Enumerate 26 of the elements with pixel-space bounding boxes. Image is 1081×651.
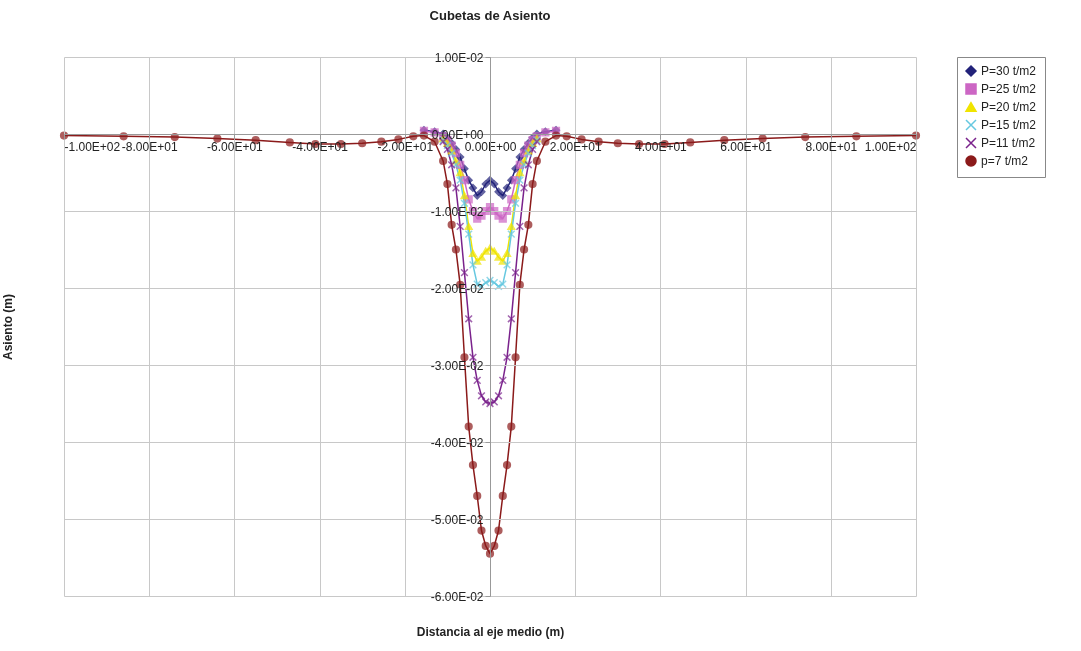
- x-tick-label: 6.00E+01: [720, 139, 773, 154]
- x-tick-label: 0.00E+00: [464, 139, 517, 154]
- y-tick-label: -6.00E-02: [430, 589, 484, 604]
- x-tick-label: 1.00E+02: [864, 139, 917, 154]
- legend-label: p=7 t/m2: [981, 154, 1029, 168]
- legend-label: P=20 t/m2: [981, 100, 1037, 114]
- y-tick-label: 0.00E+00: [431, 127, 484, 142]
- x-tick-label: 8.00E+01: [805, 139, 858, 154]
- y-tick-label: -4.00E-02: [430, 435, 484, 450]
- y-tick-label: 1.00E-02: [434, 50, 484, 65]
- legend-label: P=11 t/m2: [981, 136, 1036, 150]
- legend-label: P=30 t/m2: [981, 64, 1037, 78]
- legend-label: P=15 t/m2: [981, 118, 1037, 132]
- y-tick-label: -5.00E-02: [430, 512, 484, 527]
- y-tick-label: -2.00E-02: [430, 281, 484, 296]
- x-tick-label: 2.00E+01: [549, 139, 602, 154]
- x-tick-label: -6.00E+01: [207, 139, 264, 154]
- y-tick-label: -3.00E-02: [430, 358, 484, 373]
- y-tick-label: -1.00E-02: [430, 204, 484, 219]
- x-tick-label: -8.00E+01: [121, 139, 178, 154]
- x-tick-label: -1.00E+02: [64, 139, 121, 154]
- chart-title: Cubetas de Asiento: [429, 8, 551, 23]
- x-axis-title: Distancia al eje medio (m): [416, 624, 565, 639]
- legend-label: P=25 t/m2: [981, 82, 1037, 96]
- y-axis-title: Asiento (m): [0, 294, 15, 360]
- x-tick-label: -2.00E+01: [377, 139, 434, 154]
